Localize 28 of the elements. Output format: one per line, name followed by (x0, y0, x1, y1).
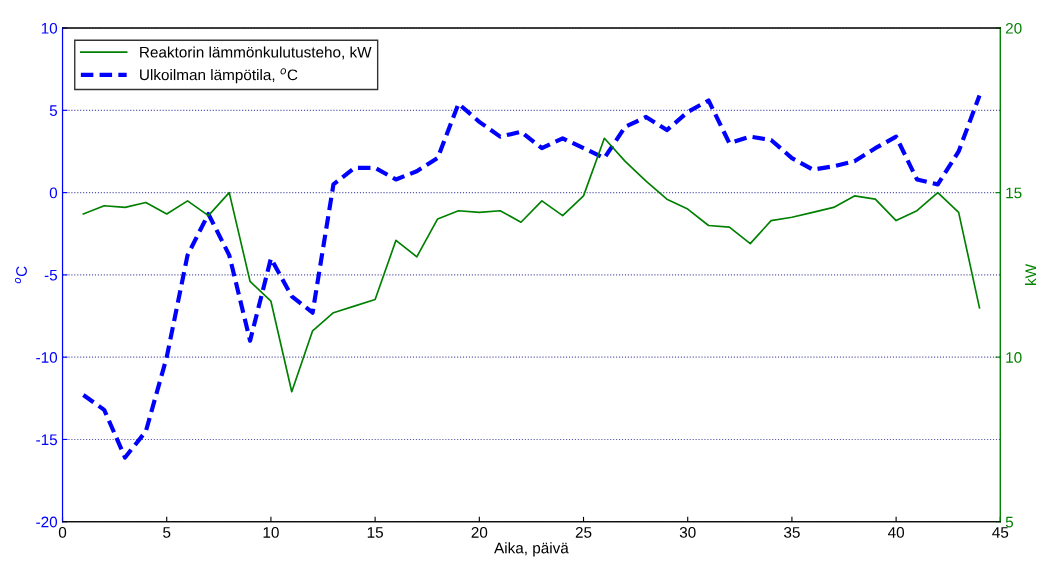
y-tick-label: -20 (36, 516, 58, 528)
y-tick-label: 0 (49, 187, 58, 199)
line-series (81, 93, 982, 460)
x-tick-label: 5 (163, 527, 171, 538)
y-tick-label: 5 (49, 105, 58, 117)
y2-tick-label: 20 (1005, 22, 1022, 34)
x-tick-label: 35 (784, 526, 800, 538)
line-series (82, 137, 981, 393)
y2-axis-title: kW (1024, 263, 1037, 285)
x-axis-title: Aika, päivä (494, 542, 569, 557)
y-tick-label: -5 (44, 269, 58, 281)
y2-tick-label: 5 (1005, 516, 1014, 528)
legend-label: Reaktorin lämmönkulutusteho, kW (140, 46, 372, 60)
x-tick-label: 0 (58, 526, 67, 538)
y-axis-title: $^{o}$C (14, 266, 27, 284)
legend-label: Ulkoilman lämpötila, $^{o}$C (140, 68, 298, 84)
y-tick-label: 10 (41, 22, 58, 34)
y2-tick-label: 15 (1006, 187, 1022, 199)
x-tick-label: 25 (575, 526, 592, 538)
x-tick-label: 40 (887, 526, 905, 538)
x-tick-label: 10 (263, 526, 279, 538)
x-tick-label: 30 (679, 526, 696, 538)
x-tick-label: 45 (992, 527, 1009, 538)
y-tick-label: -10 (36, 352, 58, 363)
y-tick-label: -15 (36, 434, 58, 446)
x-tick-label: 20 (471, 526, 488, 538)
x-tick-label: 15 (367, 527, 383, 538)
y2-tick-label: 10 (1006, 352, 1022, 363)
